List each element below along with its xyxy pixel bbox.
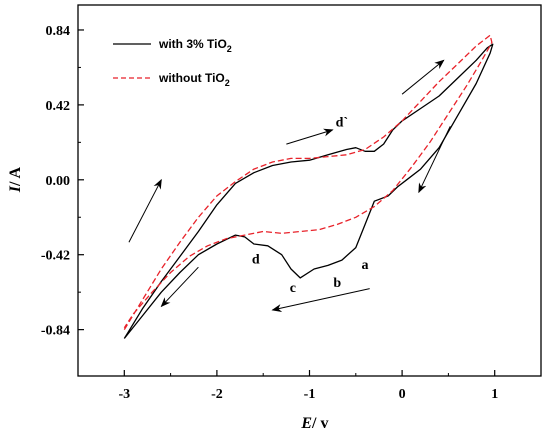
peak-label: a bbox=[362, 258, 369, 273]
direction-arrow bbox=[271, 288, 370, 312]
y-tick-label: -0.84 bbox=[41, 324, 70, 339]
legend-label-without-tio2: without TiO2 bbox=[158, 71, 230, 88]
y-tick-label: 0.42 bbox=[46, 99, 71, 114]
series-line-0 bbox=[123, 43, 494, 339]
x-axis: -3 -2 -1 0 1 bbox=[118, 370, 498, 402]
x-tick-label: -3 bbox=[118, 387, 130, 402]
annotation-layer: d` d c b a bbox=[252, 115, 369, 296]
direction-arrow bbox=[401, 59, 445, 95]
legend: with 3% TiO2 without TiO2 bbox=[113, 37, 232, 88]
x-tick-label: -2 bbox=[211, 387, 223, 402]
y-tick-label: 0.84 bbox=[46, 24, 71, 39]
x-tick-label: 0 bbox=[399, 387, 406, 402]
x-axis-title-unit: / v bbox=[311, 415, 328, 432]
series-line-1 bbox=[123, 34, 493, 330]
direction-arrow bbox=[128, 178, 162, 243]
peak-label: c bbox=[290, 281, 296, 296]
direction-arrow bbox=[418, 126, 451, 194]
peak-label: d` bbox=[336, 115, 348, 130]
x-axis-title-var: E bbox=[300, 415, 312, 432]
plot-area: d` d c b a bbox=[123, 34, 494, 339]
arrow-layer bbox=[128, 59, 451, 312]
y-axis-title-var: I bbox=[7, 185, 24, 193]
x-tick-label: 1 bbox=[491, 387, 498, 402]
series-layer bbox=[123, 34, 494, 339]
direction-arrow bbox=[160, 266, 199, 308]
y-axis-title-unit: / A bbox=[7, 166, 24, 187]
peak-label: b bbox=[333, 276, 341, 291]
x-tick-label: -1 bbox=[304, 387, 316, 402]
y-axis-title: I / A bbox=[7, 166, 24, 193]
direction-arrow bbox=[286, 128, 334, 145]
peak-label: d bbox=[252, 253, 260, 268]
y-tick-label: 0.00 bbox=[46, 174, 71, 189]
y-tick-label: -0.42 bbox=[41, 249, 70, 264]
legend-label-with-tio2: with 3% TiO2 bbox=[158, 37, 232, 54]
y-axis: 0.84 0.42 0.00 -0.42 -0.84 bbox=[41, 24, 84, 339]
